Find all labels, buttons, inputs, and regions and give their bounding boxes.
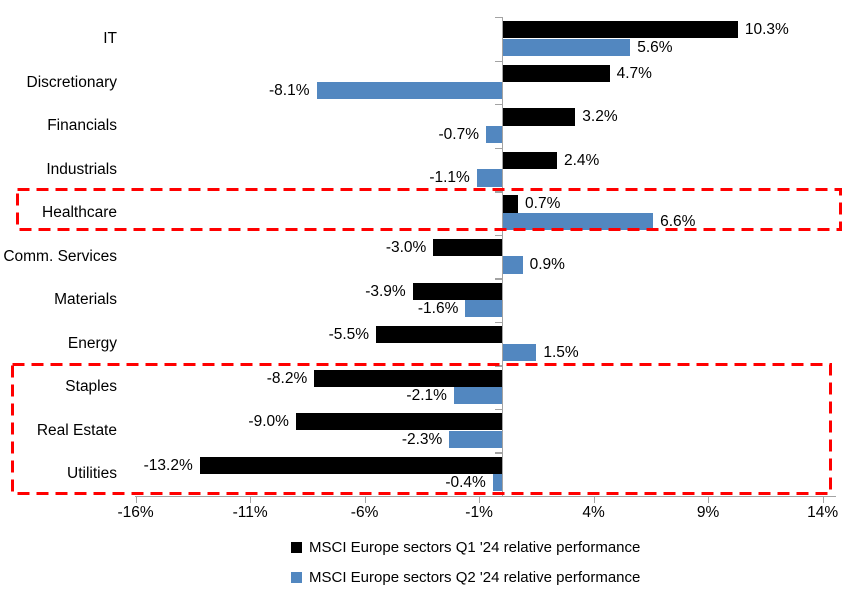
category-label-healthcare: Healthcare — [42, 204, 117, 222]
category-label-financials: Financials — [47, 117, 117, 135]
y-axis-tick — [495, 365, 502, 367]
x-axis-tick — [708, 496, 710, 503]
y-axis-tick — [495, 17, 502, 19]
value-label-q2-financials: -0.7% — [438, 125, 479, 143]
q2-bar-staples — [453, 387, 502, 405]
legend-swatch-q1-icon — [291, 541, 302, 553]
category-label-discretionary: Discretionary — [26, 73, 117, 91]
legend-item-q2: MSCI Europe sectors Q2 '24 relative perf… — [291, 568, 641, 586]
value-label-q2-staples: -2.1% — [406, 387, 447, 405]
x-tick-label: -6% — [350, 504, 379, 521]
x-axis-tick — [593, 496, 595, 503]
q2-bar-it — [502, 38, 631, 56]
highlight-box-healthcare — [16, 188, 842, 231]
y-axis-tick — [495, 321, 502, 324]
y-axis-tick — [495, 278, 502, 280]
value-label-q1-comm-services: -3.0% — [385, 239, 427, 257]
y-axis-line — [502, 17, 504, 496]
value-label-q2-healthcare: 6.6% — [660, 212, 696, 230]
value-label-q2-it: 5.6% — [637, 38, 673, 56]
q1-bar-it — [502, 21, 738, 39]
value-label-q1-industrials: 2.4% — [563, 151, 600, 169]
legend-item-q1: MSCI Europe sectors Q1 '24 relative perf… — [291, 538, 641, 556]
x-axis-tick — [822, 496, 824, 503]
x-tick-label: -16% — [117, 504, 154, 521]
x-axis-tick — [250, 496, 252, 503]
q1-bar-materials — [412, 282, 502, 300]
value-label-q1-financials: 3.2% — [582, 108, 618, 126]
value-label-q1-it: 10.3% — [744, 21, 789, 39]
value-label-q2-energy: 1.5% — [543, 343, 579, 361]
x-tick-label: 9% — [696, 504, 720, 521]
value-label-q1-real-estate: -9.0% — [248, 413, 289, 431]
value-label-q2-materials: -1.6% — [417, 299, 459, 317]
q2-bar-utilities — [492, 474, 502, 492]
category-label-staples: Staples — [65, 378, 117, 396]
q2-bar-comm-services — [502, 256, 523, 274]
category-label-comm-services: Comm. Services — [3, 247, 117, 265]
category-label-energy: Energy — [67, 334, 117, 352]
value-label-q1-discretionary: 4.7% — [616, 64, 652, 82]
category-label-industrials: Industrials — [46, 160, 117, 178]
value-label-q1-energy: -5.5% — [328, 326, 370, 344]
y-axis-tick — [495, 104, 502, 106]
value-label-q2-industrials: -1.1% — [429, 169, 470, 187]
value-label-q1-healthcare: 0.7% — [525, 195, 561, 213]
y-axis-tick — [495, 408, 502, 411]
q2-bar-financials — [485, 125, 502, 143]
q1-bar-comm-services — [433, 239, 502, 257]
category-label-real-estate: Real Estate — [36, 421, 117, 439]
y-axis-tick — [495, 60, 502, 62]
value-label-q1-staples: -8.2% — [266, 369, 308, 387]
q1-bar-real-estate — [295, 413, 502, 431]
q1-bar-financials — [502, 108, 576, 126]
value-label-q2-discretionary: -8.1% — [269, 82, 310, 100]
y-axis-tick — [495, 452, 502, 454]
x-tick-label: 14% — [807, 504, 839, 521]
q1-bar-staples — [314, 369, 502, 387]
category-label-utilities: Utilities — [67, 465, 117, 483]
x-tick-label: 4% — [582, 504, 605, 521]
value-label-q1-materials: -3.9% — [365, 282, 406, 300]
q2-bar-industrials — [476, 169, 502, 187]
category-label-materials: Materials — [54, 291, 117, 309]
y-axis-tick — [495, 234, 502, 237]
q1-bar-discretionary — [502, 64, 610, 83]
x-tick-label: -1% — [465, 504, 493, 521]
q2-bar-real-estate — [449, 430, 502, 448]
legend-swatch-q2-icon — [291, 571, 302, 583]
x-axis-tick — [364, 496, 366, 503]
q2-bar-healthcare — [502, 212, 654, 231]
value-label-q2-utilities: -0.4% — [445, 474, 486, 492]
q2-bar-energy — [502, 343, 537, 361]
x-tick-label: -11% — [232, 504, 268, 521]
x-axis-line — [135, 496, 836, 498]
x-axis-tick — [479, 496, 481, 503]
legend: MSCI Europe sectors Q1 '24 relative perf… — [291, 539, 640, 599]
q2-bar-discretionary — [316, 82, 502, 100]
y-axis-tick — [495, 191, 502, 193]
value-label-q2-real-estate: -2.3% — [401, 430, 443, 448]
q2-bar-materials — [465, 299, 502, 318]
category-label-it: IT — [103, 30, 117, 47]
q1-bar-healthcare — [502, 195, 519, 213]
value-label-q2-comm-services: 0.9% — [529, 256, 565, 274]
value-label-q1-utilities: -13.2% — [143, 456, 193, 474]
y-axis-tick — [495, 147, 502, 150]
q1-bar-energy — [376, 326, 502, 344]
legend-label-q1: MSCI Europe sectors Q1 '24 relative perf… — [309, 538, 641, 556]
q1-bar-industrials — [502, 151, 557, 170]
x-axis-tick — [135, 496, 137, 503]
q1-bar-utilities — [199, 456, 502, 474]
legend-label-q2: MSCI Europe sectors Q2 '24 relative perf… — [309, 568, 641, 586]
